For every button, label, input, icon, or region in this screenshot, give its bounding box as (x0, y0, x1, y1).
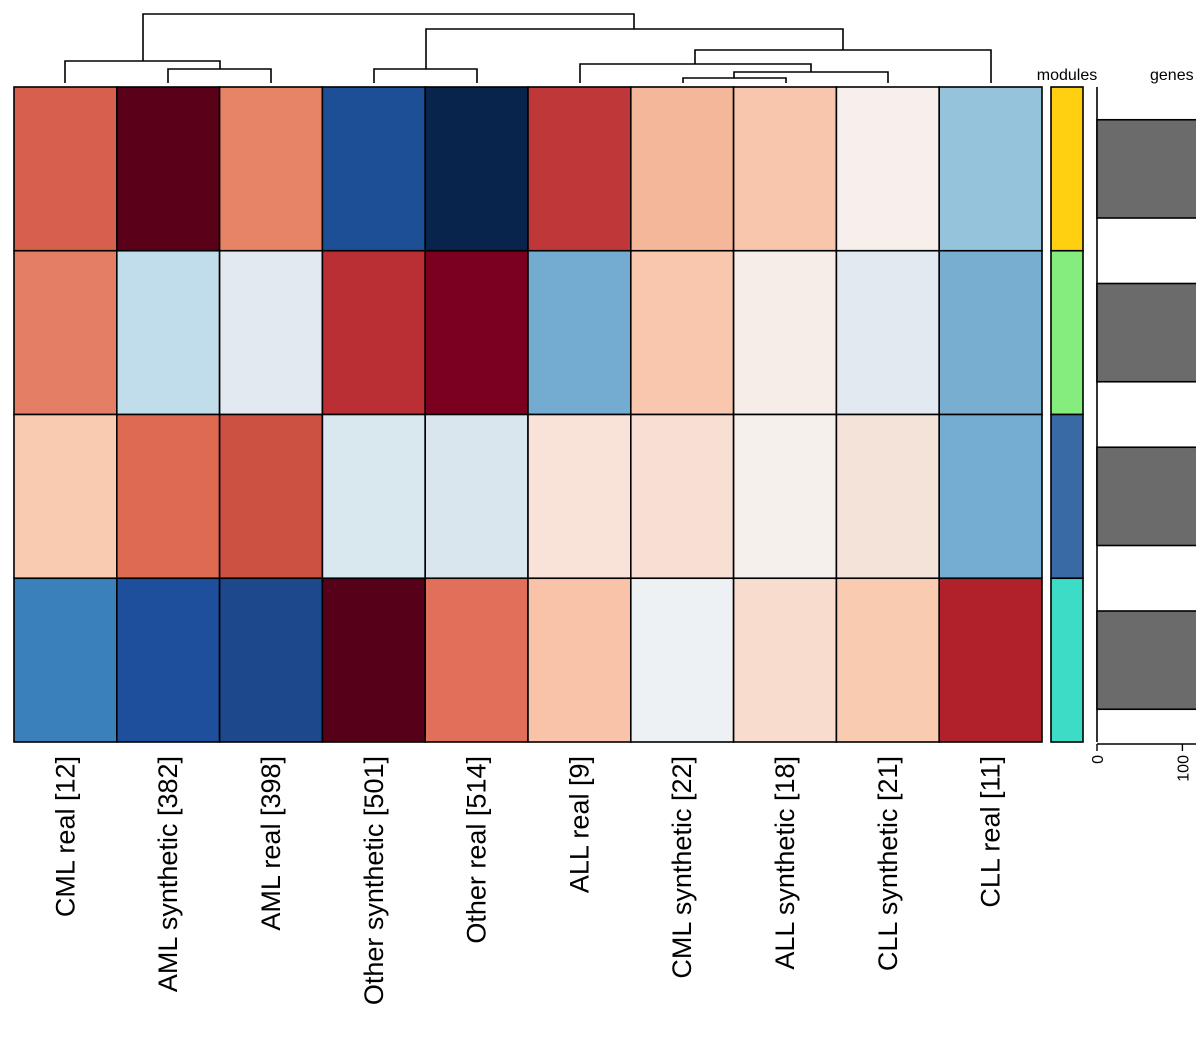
heatmap-cell (13, 577, 118, 743)
heatmap-grid (13, 86, 1043, 743)
modules-header: modules (1037, 67, 1097, 84)
dendrogram-link (682, 77, 787, 83)
heatmap-cell (321, 577, 426, 743)
heatmap-cell (629, 413, 735, 580)
heatmap-cell (116, 413, 221, 580)
column-label: CLL real [11] (976, 756, 1006, 908)
column-dendrogram (64, 13, 992, 83)
heatmap-cell (218, 86, 324, 252)
heatmap-cell (424, 249, 529, 416)
heatmap-cell (424, 413, 529, 580)
heatmap-cell (527, 577, 632, 743)
dendrogram-link (579, 63, 812, 83)
module-color-cell (1050, 413, 1084, 580)
heatmap-cell (938, 249, 1043, 416)
heatmap-cell (835, 413, 941, 580)
heatmap-cell (218, 249, 324, 416)
heatmap-cell (835, 86, 941, 252)
dendrogram-link (64, 60, 221, 83)
module-color-cell (1050, 86, 1084, 252)
heatmap-cell (732, 249, 838, 416)
column-label: Other real [514] (462, 756, 492, 944)
genes-header: genes (1150, 67, 1194, 84)
column-label: CML real [12] (50, 756, 80, 917)
heatmap-cell (218, 577, 324, 743)
modules-annotation (1050, 86, 1084, 743)
genes-bar (1096, 282, 1196, 383)
heatmap-cell (116, 577, 221, 743)
column-label: CLL synthetic [21] (873, 756, 903, 971)
genes-tick-label: 100 (1175, 755, 1192, 782)
heatmap-cell (938, 86, 1043, 252)
heatmap-cell (835, 249, 941, 416)
heatmap-cell (732, 413, 838, 580)
dendrogram-link (373, 68, 478, 83)
column-label: CML synthetic [22] (667, 756, 697, 979)
heatmap-cell (424, 86, 529, 252)
genes-bar-chart: 0100200 (1090, 87, 1196, 782)
heatmap-cell (13, 86, 118, 252)
genes-bar (1096, 446, 1196, 547)
heatmap-cell (321, 413, 426, 580)
heatmap-cell (835, 577, 941, 743)
genes-tick-label: 0 (1090, 755, 1107, 764)
heatmap-cell (424, 577, 529, 743)
heatmap-cell (116, 249, 221, 416)
column-labels: CML real [12] AML synthetic [382] AML real… (50, 756, 1005, 1005)
genes-bar (1096, 610, 1196, 711)
dendrogram-link (425, 28, 844, 69)
heatmap-cell (527, 413, 632, 580)
heatmap-cell (13, 249, 118, 416)
heatmap-cell (938, 577, 1043, 743)
heatmap-cell (321, 86, 426, 252)
dendrogram-link (142, 13, 635, 61)
heatmap-cell (629, 86, 735, 252)
module-color-cell (1050, 249, 1084, 416)
heatmap-cell (527, 249, 632, 416)
heatmap-cell (218, 413, 324, 580)
dendrogram-link (167, 68, 272, 83)
heatmap-cell (629, 249, 735, 416)
heatmap-cell (938, 413, 1043, 580)
heatmap-cell (116, 86, 221, 252)
heatmap-cell (321, 249, 426, 416)
column-label: ALL real [9] (564, 756, 594, 893)
column-label: ALL synthetic [18] (770, 756, 800, 970)
column-label: Other synthetic [501] (359, 756, 389, 1005)
heatmap-cell (732, 86, 838, 252)
heatmap-cell (732, 577, 838, 743)
heatmap-cell (13, 413, 118, 580)
module-color-cell (1050, 577, 1084, 743)
column-label: AML real [398] (256, 756, 286, 931)
heatmap-cell (629, 577, 735, 743)
heatmap-cell (527, 86, 632, 252)
column-label: AML synthetic [382] (153, 756, 183, 992)
genes-bar (1096, 118, 1196, 219)
